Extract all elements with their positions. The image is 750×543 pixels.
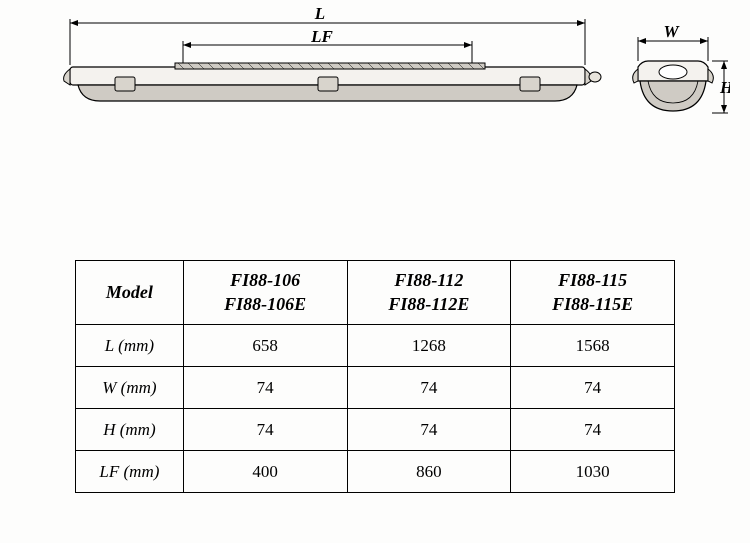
cell: 1568 bbox=[511, 325, 675, 367]
dim-label-L: L bbox=[314, 5, 325, 23]
dim-LF: LF bbox=[183, 27, 472, 67]
cell: 74 bbox=[347, 409, 511, 451]
table-header-row: Model FI88-106 FI88-106E FI88-112 FI88-1… bbox=[76, 261, 675, 325]
cell: 74 bbox=[183, 409, 347, 451]
dim-label-W: W bbox=[663, 22, 680, 41]
spec-table-container: Model FI88-106 FI88-106E FI88-112 FI88-1… bbox=[75, 260, 675, 493]
cell: 658 bbox=[183, 325, 347, 367]
cell: 74 bbox=[183, 367, 347, 409]
technical-drawing: L LF bbox=[50, 5, 730, 145]
cell: 74 bbox=[511, 367, 675, 409]
row-label-L: L (mm) bbox=[76, 325, 184, 367]
cell: 74 bbox=[347, 367, 511, 409]
cell: 1030 bbox=[511, 451, 675, 493]
header-col-1: FI88-112 FI88-112E bbox=[347, 261, 511, 325]
dim-label-LF: LF bbox=[310, 27, 333, 46]
header-col-0: FI88-106 FI88-106E bbox=[183, 261, 347, 325]
drawing-svg: L LF bbox=[50, 5, 730, 145]
row-label-H: H (mm) bbox=[76, 409, 184, 451]
dim-label-H: H bbox=[719, 78, 730, 97]
header-col-2: FI88-115 FI88-115E bbox=[511, 261, 675, 325]
cell: 860 bbox=[347, 451, 511, 493]
dim-H: H bbox=[712, 61, 730, 113]
table-row: LF (mm) 400 860 1030 bbox=[76, 451, 675, 493]
end-view: W H bbox=[633, 22, 730, 113]
fixture-side bbox=[64, 63, 601, 101]
table-row: H (mm) 74 74 74 bbox=[76, 409, 675, 451]
table-row: L (mm) 658 1268 1568 bbox=[76, 325, 675, 367]
cell: 400 bbox=[183, 451, 347, 493]
row-label-LF: LF (mm) bbox=[76, 451, 184, 493]
cell: 1268 bbox=[347, 325, 511, 367]
header-model-label: Model bbox=[76, 261, 184, 325]
dim-W: W bbox=[638, 22, 708, 61]
cell: 74 bbox=[511, 409, 675, 451]
side-view: L LF bbox=[64, 5, 601, 101]
table-row: W (mm) 74 74 74 bbox=[76, 367, 675, 409]
spec-table: Model FI88-106 FI88-106E FI88-112 FI88-1… bbox=[75, 260, 675, 493]
row-label-W: W (mm) bbox=[76, 367, 184, 409]
